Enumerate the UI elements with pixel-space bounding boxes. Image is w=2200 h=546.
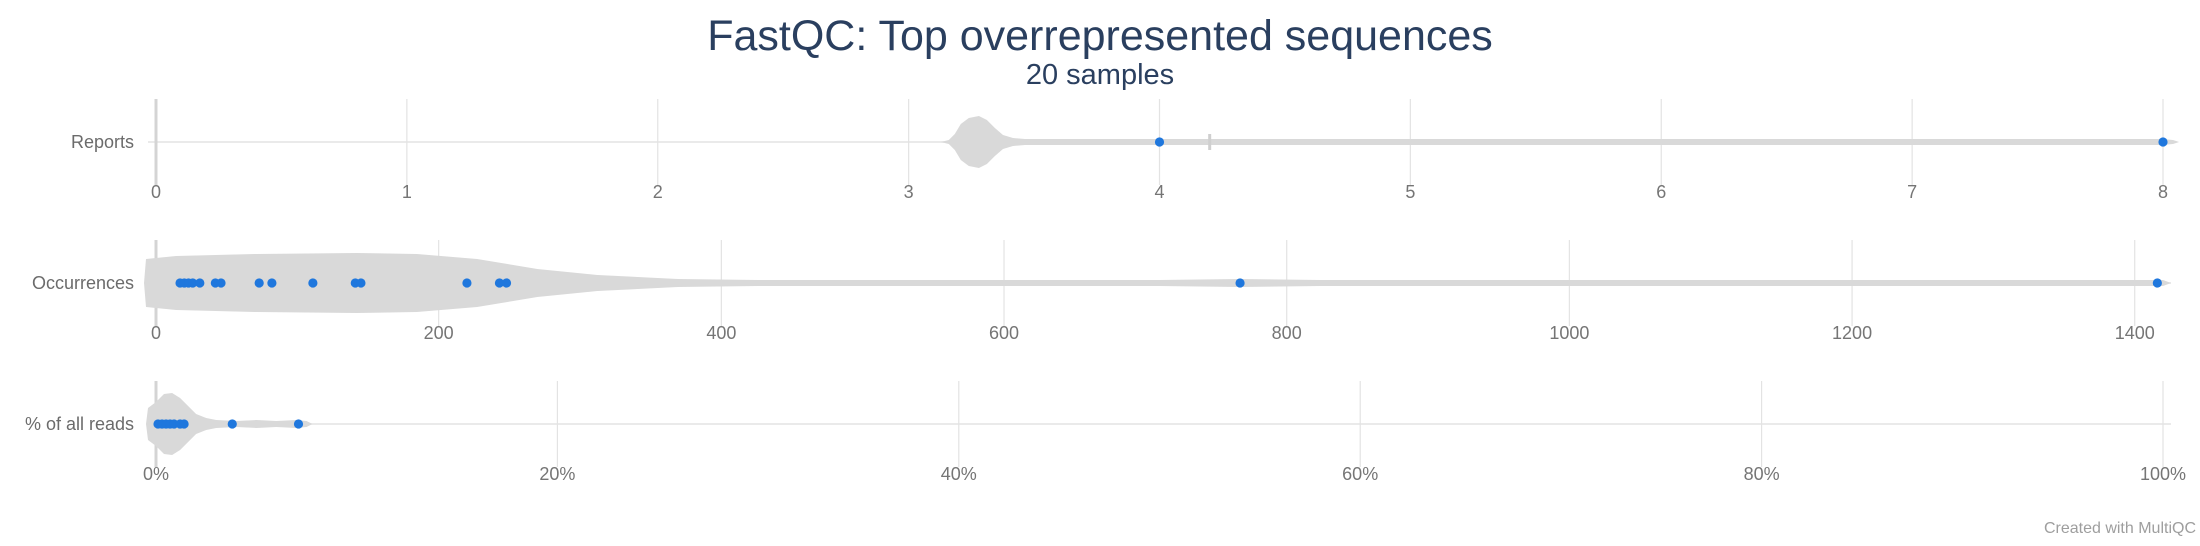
data-point <box>227 419 237 429</box>
chart-title: FastQC: Top overrepresented sequences <box>707 12 1493 60</box>
tick-label: 40% <box>941 464 977 484</box>
data-point <box>1154 137 1165 147</box>
data-point <box>2152 278 2162 288</box>
tick-label: 600 <box>989 323 1019 343</box>
tick-label: 1400 <box>2115 323 2155 343</box>
data-point <box>195 278 205 288</box>
tick-label: 20% <box>539 464 575 484</box>
data-point <box>1235 278 1245 288</box>
data-point <box>293 419 304 429</box>
tick-label: 2 <box>653 182 663 202</box>
tick-label: 400 <box>706 323 736 343</box>
data-point <box>2158 137 2168 147</box>
data-point <box>462 278 472 288</box>
tick-label: 4 <box>1154 182 1164 202</box>
data-point <box>188 278 198 288</box>
row-label: Reports <box>71 132 134 152</box>
tick-label: 200 <box>424 323 454 343</box>
tick-label: 80% <box>1744 464 1780 484</box>
tick-label: 8 <box>2158 182 2168 202</box>
data-point <box>254 278 264 288</box>
tick-label: 60% <box>1342 464 1378 484</box>
tick-label: 1 <box>402 182 412 202</box>
tick-label: 800 <box>1272 323 1302 343</box>
tick-label: 1200 <box>1832 323 1872 343</box>
data-point <box>494 278 505 288</box>
credit-text: Created with MultiQC <box>2043 520 2196 537</box>
tick-label: 0 <box>151 182 161 202</box>
tick-label: 3 <box>904 182 914 202</box>
tick-label: 1000 <box>1549 323 1589 343</box>
tick-label: 6 <box>1656 182 1666 202</box>
chart-subtitle: 20 samples <box>1025 59 1175 91</box>
tick-label: 7 <box>1907 182 1917 202</box>
data-point <box>356 278 366 288</box>
tick-label: 100% <box>2140 464 2186 484</box>
data-point <box>308 278 318 288</box>
tick-label: 0 <box>151 323 161 343</box>
tick-label: 0% <box>143 464 169 484</box>
data-point <box>267 278 277 288</box>
tick-label: 5 <box>1405 182 1415 202</box>
data-point <box>179 419 189 429</box>
row-label: % of all reads <box>25 414 134 434</box>
data-point <box>216 278 226 288</box>
violin-shape <box>144 253 2171 313</box>
data-point <box>501 278 512 288</box>
row-label: Occurrences <box>32 273 134 293</box>
